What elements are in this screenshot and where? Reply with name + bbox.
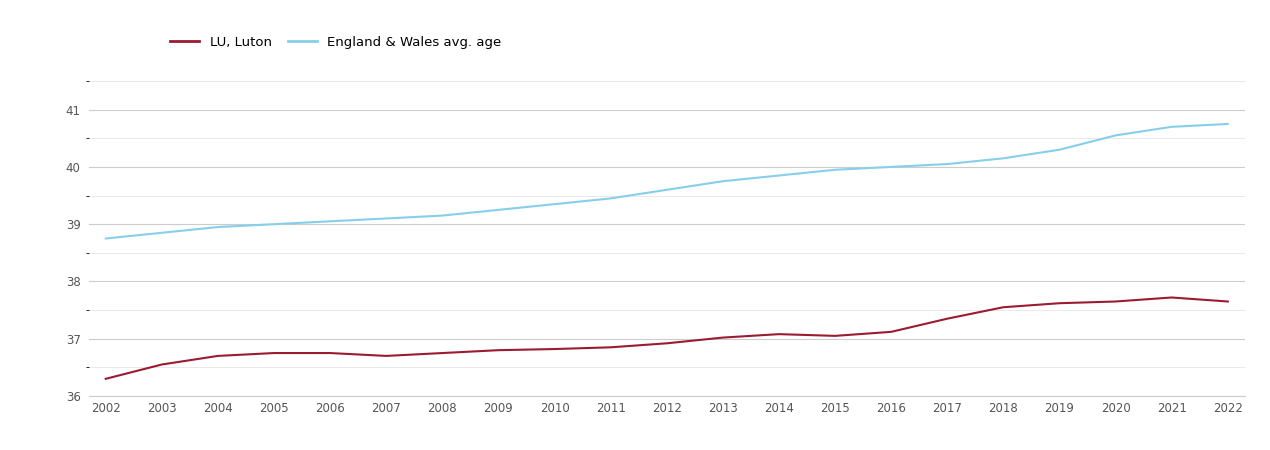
England & Wales avg. age — [715, 179, 730, 184]
England & Wales avg. age — [828, 167, 843, 172]
England & Wales avg. age — [1107, 133, 1123, 138]
England & Wales avg. age — [603, 196, 618, 201]
England & Wales avg. age — [1165, 124, 1180, 130]
England & Wales avg. age — [434, 213, 450, 218]
LU, Luton — [154, 362, 169, 367]
England & Wales avg. age — [1052, 147, 1067, 153]
England & Wales avg. age — [996, 156, 1011, 161]
LU, Luton — [715, 335, 730, 340]
LU, Luton — [1165, 295, 1180, 300]
Line: LU, Luton: LU, Luton — [105, 297, 1228, 379]
Line: England & Wales avg. age: England & Wales avg. age — [105, 124, 1228, 238]
LU, Luton — [434, 351, 450, 356]
England & Wales avg. age — [940, 162, 955, 167]
England & Wales avg. age — [1220, 121, 1236, 126]
England & Wales avg. age — [323, 219, 338, 224]
England & Wales avg. age — [378, 216, 394, 221]
England & Wales avg. age — [211, 225, 226, 230]
LU, Luton — [267, 351, 282, 356]
LU, Luton — [211, 353, 226, 359]
LU, Luton — [659, 341, 674, 346]
LU, Luton — [1107, 299, 1123, 304]
LU, Luton — [996, 305, 1011, 310]
LU, Luton — [771, 332, 786, 337]
England & Wales avg. age — [547, 202, 563, 207]
LU, Luton — [884, 329, 899, 334]
England & Wales avg. age — [771, 173, 786, 178]
England & Wales avg. age — [884, 164, 899, 170]
LU, Luton — [547, 346, 563, 352]
LU, Luton — [490, 347, 505, 353]
England & Wales avg. age — [659, 187, 674, 193]
Legend: LU, Luton, England & Wales avg. age: LU, Luton, England & Wales avg. age — [165, 31, 507, 54]
LU, Luton — [323, 351, 338, 356]
LU, Luton — [828, 333, 843, 338]
England & Wales avg. age — [267, 221, 282, 227]
England & Wales avg. age — [154, 230, 169, 235]
LU, Luton — [378, 353, 394, 359]
LU, Luton — [1052, 301, 1067, 306]
LU, Luton — [603, 345, 618, 350]
LU, Luton — [98, 376, 113, 382]
LU, Luton — [940, 316, 955, 321]
LU, Luton — [1220, 299, 1236, 304]
England & Wales avg. age — [490, 207, 505, 212]
England & Wales avg. age — [98, 236, 113, 241]
